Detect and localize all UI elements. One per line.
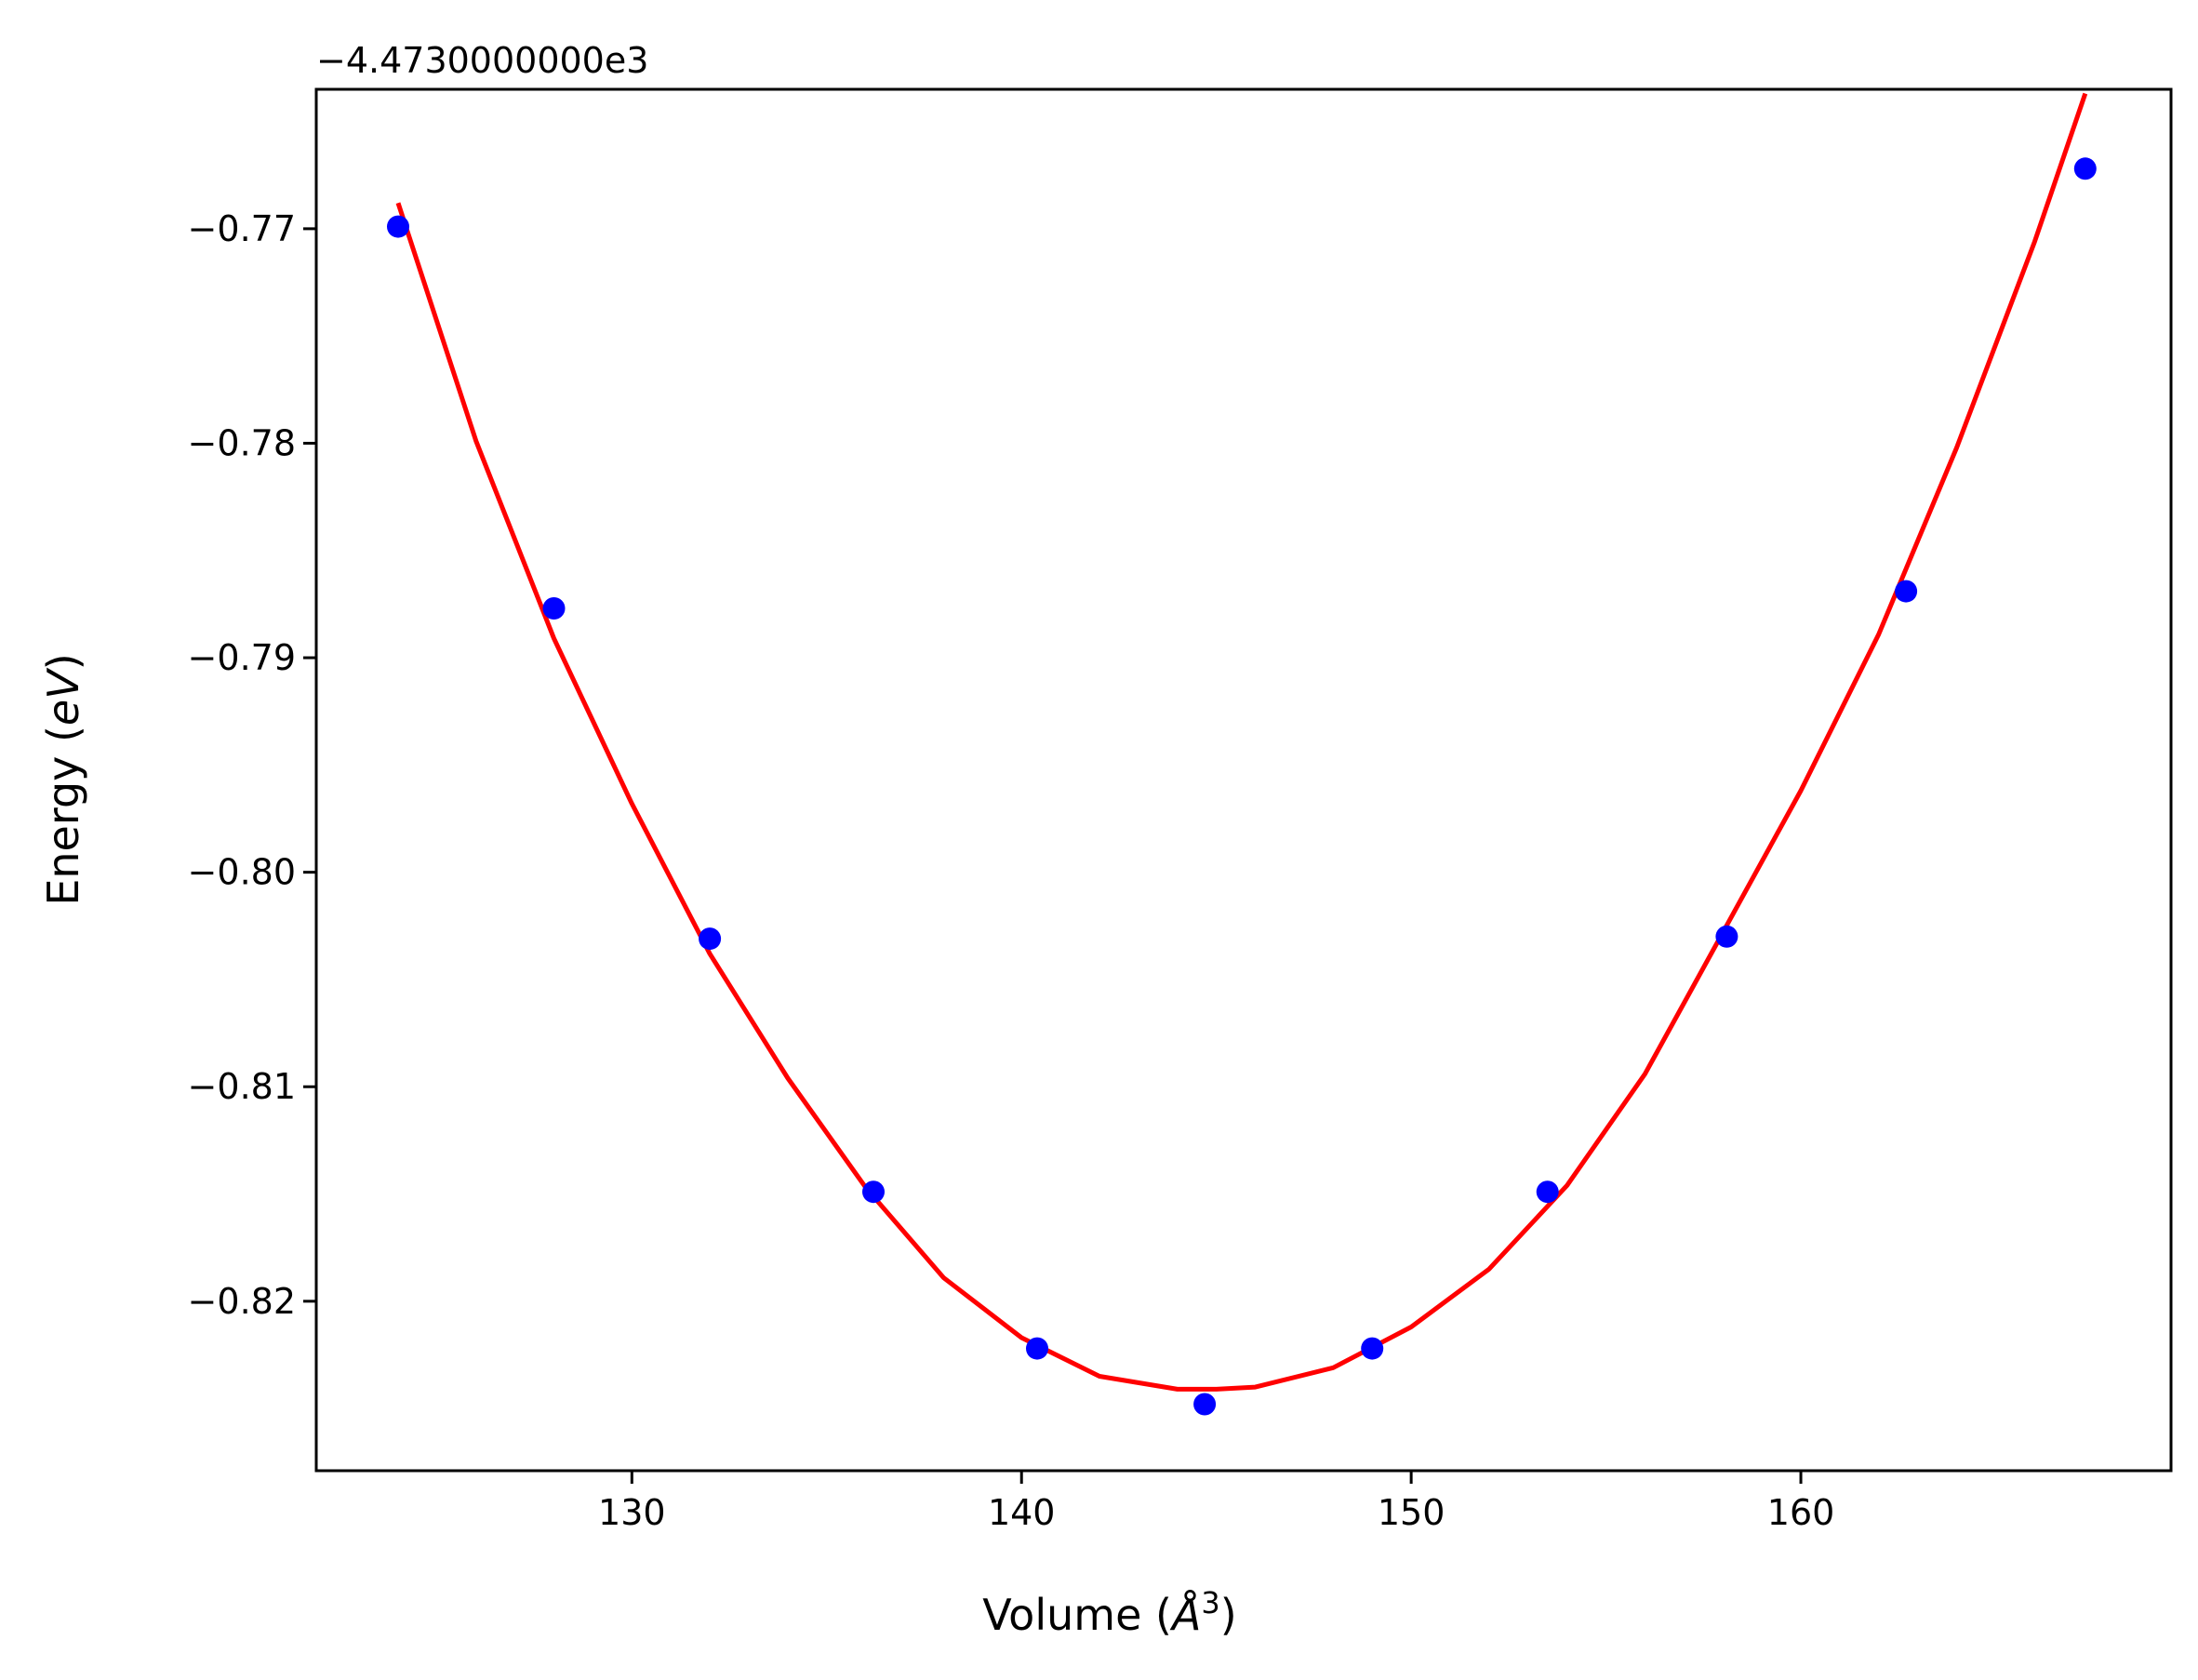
y-axis-label-text: Energy (: [38, 726, 88, 906]
plot-area: [387, 92, 2097, 1416]
data-point: [387, 215, 409, 238]
y-tick-label: −0.80: [188, 852, 296, 893]
x-tick-label: 140: [988, 1492, 1056, 1533]
y-tick-label: −0.79: [188, 637, 296, 678]
data-point: [1361, 1337, 1384, 1360]
x-tick-label: 130: [598, 1492, 666, 1533]
x-axis-label-text: Volume (: [982, 1590, 1172, 1640]
data-point: [862, 1180, 885, 1204]
fit-curve: [395, 92, 2088, 1392]
data-point: [542, 597, 566, 620]
data-point: [1895, 580, 1918, 603]
data-point: [1536, 1180, 1559, 1204]
axes-frame: [314, 87, 2173, 1473]
y-axis-label: Energy (eV): [38, 653, 88, 905]
y-axis-label-unit: eV: [38, 667, 88, 726]
x-axis-label-exponent: 3: [1201, 1585, 1219, 1620]
data-point: [699, 927, 722, 951]
data-point: [1026, 1337, 1048, 1360]
x-axis-label-close: ): [1220, 1590, 1237, 1640]
x-tick-label: 160: [1767, 1492, 1835, 1533]
y-axis-label-close: ): [38, 653, 88, 670]
x-axis: 130 140 150 160: [598, 1471, 1834, 1533]
y-offset-label: −4.4730000000e3: [316, 40, 648, 81]
y-tick-label: −0.82: [188, 1281, 296, 1322]
y-axis: −0.77 −0.78 −0.79 −0.80 −0.81 −0.82: [188, 208, 316, 1322]
y-tick-label: −0.81: [188, 1066, 296, 1107]
y-tick-label: −0.78: [188, 422, 296, 463]
data-point: [1193, 1393, 1217, 1416]
data-point: [2073, 157, 2097, 180]
y-tick-label: −0.77: [188, 208, 296, 249]
x-tick-label: 150: [1378, 1492, 1445, 1533]
x-axis-label: Volume (Å3): [982, 1585, 1236, 1640]
data-point: [1715, 925, 1738, 948]
x-axis-label-symbol: Å: [1169, 1590, 1201, 1640]
